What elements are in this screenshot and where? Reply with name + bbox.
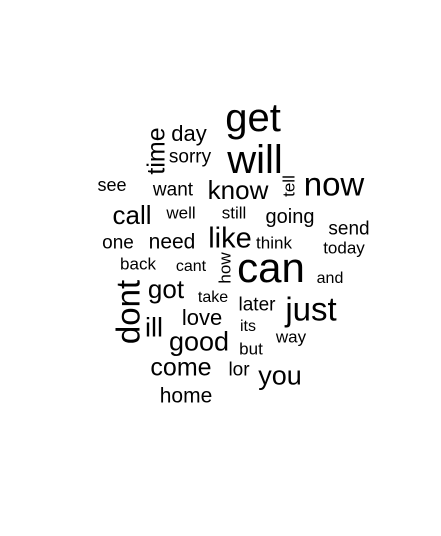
word-sorry: sorry bbox=[168, 146, 212, 168]
word-need: need bbox=[148, 230, 196, 254]
word-today: today bbox=[323, 238, 365, 258]
word-good: good bbox=[168, 326, 230, 357]
word-and: and bbox=[316, 270, 344, 287]
word-see: see bbox=[97, 175, 127, 195]
word-home: home bbox=[159, 384, 213, 408]
word-got: got bbox=[147, 274, 185, 304]
word-think: think bbox=[256, 233, 292, 253]
word-send: send bbox=[328, 218, 370, 240]
word-you: you bbox=[258, 360, 302, 391]
word-love: love bbox=[181, 305, 223, 330]
word-its: its bbox=[240, 318, 256, 335]
word-but: but bbox=[239, 339, 263, 359]
word-still: still bbox=[221, 203, 247, 223]
word-now: now bbox=[303, 165, 365, 203]
word-back: back bbox=[120, 254, 156, 274]
word-like: like bbox=[208, 222, 252, 255]
word-call: call bbox=[112, 200, 152, 230]
word-time: time bbox=[142, 127, 171, 175]
word-how: how bbox=[215, 252, 235, 284]
word-way: way bbox=[275, 327, 307, 347]
word-one: one bbox=[102, 232, 134, 254]
word-will: will bbox=[227, 138, 283, 182]
word-know: know bbox=[207, 175, 269, 205]
word-dont: dont bbox=[109, 279, 147, 345]
word-later: later bbox=[238, 294, 276, 316]
word-take: take bbox=[197, 289, 229, 306]
word-well: well bbox=[166, 203, 196, 223]
word-just: just bbox=[285, 290, 337, 328]
word-ill: ill bbox=[145, 312, 163, 343]
word-cant: cant bbox=[175, 258, 207, 275]
word-come: come bbox=[150, 353, 212, 382]
word-can: can bbox=[237, 244, 305, 291]
word-lor: lor bbox=[228, 359, 250, 381]
word-day: day bbox=[171, 121, 207, 146]
word-get: get bbox=[225, 96, 281, 140]
word-want: want bbox=[152, 179, 194, 201]
word-tell: tell bbox=[279, 175, 299, 197]
word-going: going bbox=[265, 206, 315, 228]
